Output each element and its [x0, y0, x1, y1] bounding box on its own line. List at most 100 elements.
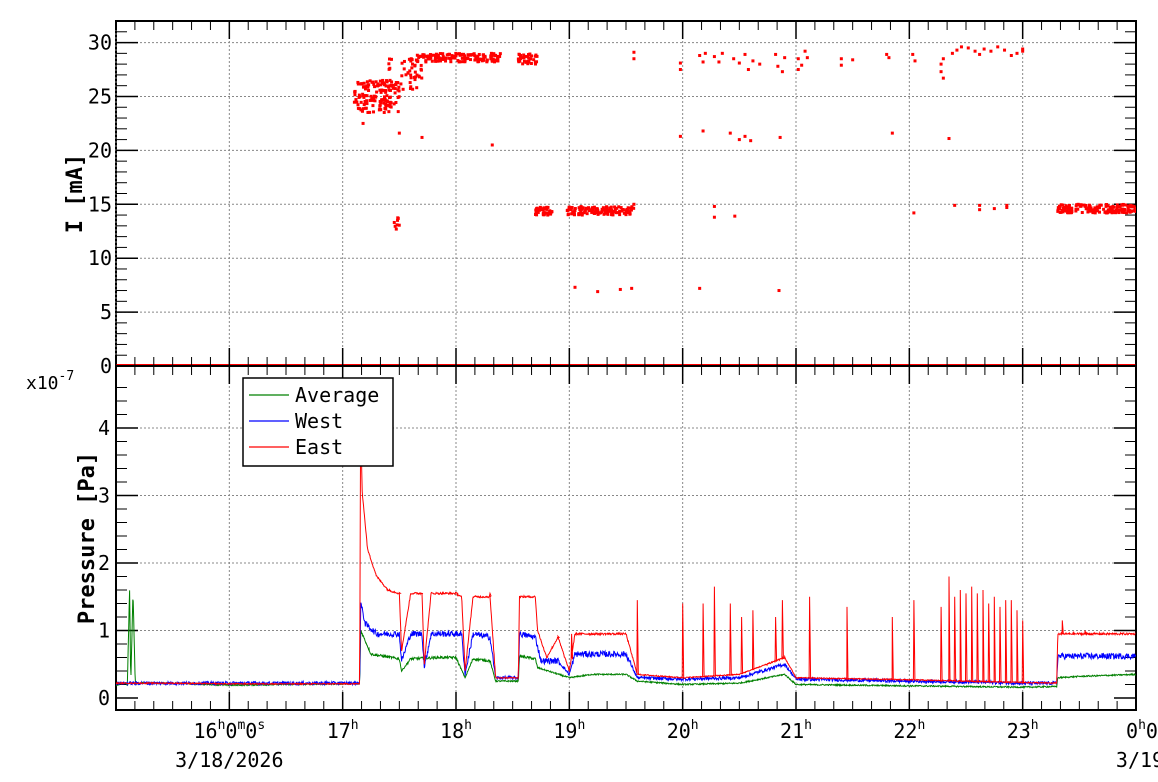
data-point: [573, 207, 577, 211]
data-point: [458, 53, 462, 57]
data-point: [839, 63, 843, 67]
data-point: [617, 205, 621, 209]
data-point: [1124, 203, 1128, 207]
data-point: [1076, 202, 1080, 206]
data-point: [545, 211, 549, 215]
data-point: [416, 59, 420, 63]
data-point: [605, 206, 609, 210]
data-point: [613, 205, 617, 209]
data-point: [524, 54, 528, 58]
data-point: [387, 88, 391, 92]
data-point: [728, 131, 732, 135]
x-tick-label: 20h: [667, 718, 699, 743]
data-point: [518, 57, 522, 61]
data-point: [628, 211, 632, 215]
x-tick-label-part: h: [577, 718, 585, 733]
data-point: [468, 58, 472, 62]
data-point: [374, 80, 378, 84]
data-point: [701, 60, 705, 64]
data-point: [481, 53, 485, 57]
data-point: [463, 56, 467, 60]
data-point: [529, 61, 533, 65]
data-point: [432, 53, 436, 57]
data-point: [1076, 207, 1080, 211]
data-point: [393, 91, 397, 95]
data-point: [402, 59, 406, 63]
data-point: [701, 129, 705, 133]
x-tick-label-part: 21: [780, 719, 804, 743]
x-tick-label: 23h: [1007, 718, 1039, 743]
data-point: [483, 55, 487, 59]
x-date-label: 3/19: [1116, 748, 1158, 772]
data-point: [388, 96, 392, 100]
data-point: [434, 59, 438, 63]
data-point: [1134, 206, 1136, 210]
x-tick-label: 18h: [440, 718, 472, 743]
data-point: [379, 90, 383, 94]
data-point: [953, 203, 957, 207]
data-point: [578, 208, 582, 212]
x-tick-label-part: h: [917, 718, 925, 733]
data-point: [1133, 208, 1136, 212]
data-point: [743, 134, 747, 138]
data-point: [712, 215, 716, 219]
y-tick-label: 10: [88, 246, 112, 270]
data-point: [390, 80, 394, 84]
data-point: [1091, 211, 1095, 215]
data-point: [393, 224, 397, 228]
data-point: [378, 104, 382, 108]
data-point: [1009, 54, 1013, 57]
data-point: [441, 56, 445, 60]
data-point: [1118, 208, 1122, 212]
data-point: [587, 209, 591, 213]
data-point: [885, 52, 889, 56]
data-point: [1132, 204, 1136, 208]
data-point: [1087, 206, 1091, 210]
data-point: [585, 212, 589, 216]
data-point: [1066, 211, 1070, 215]
data-point: [581, 211, 585, 215]
data-point: [602, 212, 606, 216]
data-point: [1089, 206, 1093, 210]
data-point: [1126, 209, 1130, 213]
data-point: [1021, 49, 1025, 53]
data-point: [758, 62, 762, 66]
data-point: [453, 56, 457, 60]
data-point: [383, 106, 387, 110]
data-point: [394, 101, 398, 105]
data-point: [382, 82, 386, 86]
data-point: [612, 209, 616, 213]
data-point: [608, 206, 612, 210]
data-point: [529, 54, 533, 58]
data-point: [580, 213, 584, 217]
data-point: [489, 51, 493, 55]
data-point: [522, 53, 526, 57]
data-point: [353, 93, 357, 97]
time-axis: 16h0m0s 17h 18h 19h 20h 21h 22h 23h 0h03/18/2026…: [115, 21, 1158, 772]
data-point: [1083, 204, 1087, 208]
data-point: [1074, 204, 1078, 208]
data-point: [1117, 211, 1121, 215]
data-point: [600, 207, 604, 211]
data-point: [1114, 211, 1118, 215]
data-point: [1005, 206, 1009, 210]
data-point: [1128, 209, 1132, 213]
data-point: [397, 89, 401, 93]
data-point: [367, 88, 371, 92]
data-point: [1131, 209, 1135, 213]
data-point: [438, 57, 442, 61]
data-point: [448, 57, 452, 61]
data-point: [391, 86, 395, 90]
data-point: [434, 52, 438, 56]
data-point: [600, 210, 604, 214]
x-tick-label-part: 22: [893, 719, 917, 743]
data-point: [378, 79, 382, 83]
data-point: [477, 59, 481, 63]
data-point: [415, 73, 419, 77]
data-point: [365, 99, 369, 103]
data-point: [400, 61, 404, 65]
data-point: [382, 101, 386, 105]
data-point: [361, 92, 365, 96]
data-point: [712, 55, 716, 59]
data-point: [1060, 208, 1064, 212]
